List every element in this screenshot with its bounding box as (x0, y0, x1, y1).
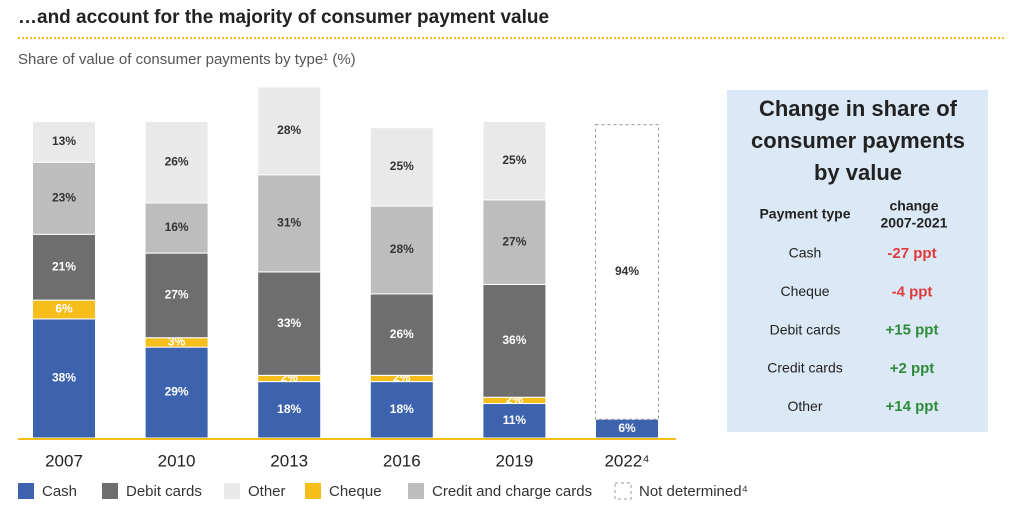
bar-segment (482, 199, 547, 285)
table-panel (727, 90, 988, 432)
bar-segment (32, 120, 96, 163)
data-label: 13% (52, 134, 76, 148)
legend-label: Cheque (329, 483, 382, 500)
data-label: 16% (165, 220, 189, 234)
bar-segment (257, 381, 322, 439)
table-header: change (889, 198, 938, 214)
bar-segment (369, 381, 434, 439)
table-header: Payment type (759, 206, 850, 222)
bar-segment (369, 127, 434, 207)
x-tick-label: 2010 (158, 451, 196, 470)
legend-label: Not determined⁴ (639, 483, 748, 500)
legend-swatch (102, 483, 118, 499)
data-label: 25% (502, 153, 526, 167)
data-label: 38% (52, 371, 76, 385)
table-change: -27 ppt (887, 245, 936, 262)
data-label: 29% (165, 385, 189, 399)
chart-title: …and account for the majority of consume… (18, 7, 549, 28)
table-cell: Cash (789, 245, 822, 261)
legend-swatch (18, 483, 34, 499)
data-label: 21% (52, 259, 76, 273)
table-change: -4 ppt (892, 283, 933, 300)
data-label: 6% (618, 421, 636, 435)
bar-segment (482, 283, 547, 398)
data-label: 33% (277, 316, 301, 330)
bar-segment (482, 120, 547, 201)
data-label: 31% (277, 215, 301, 229)
x-tick-label: 2007 (45, 451, 83, 470)
x-tick-label: 2016 (383, 451, 421, 470)
legend-label: Other (248, 483, 286, 500)
bar-segment (32, 318, 96, 439)
bar-segment (32, 233, 96, 301)
bar-segment (369, 205, 434, 295)
bar-segment (482, 403, 547, 439)
data-label: 18% (390, 402, 414, 416)
table-change: +15 ppt (886, 322, 939, 339)
table-title: Change in share of (759, 96, 958, 121)
chart-subtitle: Share of value of consumer payments by t… (18, 51, 356, 68)
table-title: consumer payments (751, 128, 965, 153)
data-label: 6% (55, 302, 73, 316)
legend-swatch (614, 482, 632, 500)
bar-segment (144, 120, 209, 204)
table-cell: Debit cards (770, 321, 841, 337)
legend-swatch (408, 483, 424, 499)
legend-label: Credit and charge cards (432, 483, 592, 500)
table-cell: Credit cards (767, 360, 842, 376)
x-tick-label: 2022⁴ (604, 451, 649, 470)
legend-swatch (305, 483, 321, 499)
data-label: 28% (390, 242, 414, 256)
bar-segment (595, 124, 659, 420)
table-cell: Cheque (780, 283, 829, 299)
data-label: 28% (277, 123, 301, 137)
data-label: 25% (390, 159, 414, 173)
data-label: 23% (52, 190, 76, 204)
data-label: 36% (502, 333, 526, 347)
legend-swatch (224, 483, 240, 499)
bar-segment (144, 346, 209, 439)
data-label: 18% (277, 402, 301, 416)
data-label: 94% (615, 264, 639, 278)
x-tick-label: 2019 (495, 451, 533, 470)
data-label: 27% (165, 288, 189, 302)
legend-label: Debit cards (126, 483, 202, 500)
table-cell: Other (787, 398, 822, 414)
data-label: 26% (390, 327, 414, 341)
bar-segment (144, 252, 209, 339)
table-title: by value (814, 160, 902, 185)
bar-segment (257, 86, 322, 176)
table-header: 2007-2021 (881, 215, 948, 231)
x-tick-label: 2013 (270, 451, 308, 470)
data-label: 11% (503, 413, 527, 427)
bar-segment (257, 174, 322, 273)
table-change: +2 ppt (890, 360, 935, 377)
legend-label: Cash (42, 483, 77, 500)
bar-segment (32, 161, 96, 235)
bar-segment (144, 202, 209, 254)
data-label: 27% (502, 234, 526, 248)
data-label: 26% (165, 154, 189, 168)
table-change: +14 ppt (886, 398, 939, 415)
